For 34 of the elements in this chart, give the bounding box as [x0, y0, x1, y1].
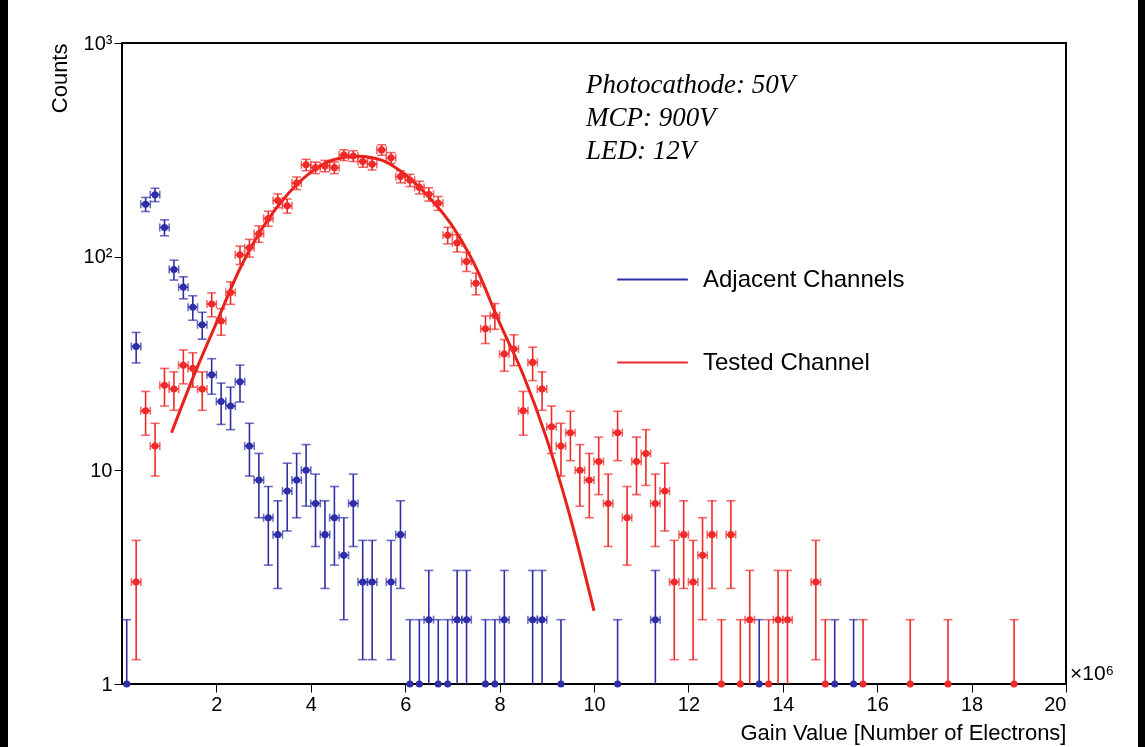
y-tick-label: 1: [101, 672, 113, 695]
point: [434, 680, 442, 688]
x-axis-title: Gain Value [Number of Electrons]: [740, 719, 1067, 745]
point: [481, 680, 489, 688]
x-tick-label: 2: [211, 692, 223, 715]
point: [755, 680, 763, 688]
point: [123, 680, 131, 688]
point: [614, 680, 622, 688]
point: [444, 680, 452, 688]
x-tick-label: 6: [400, 692, 412, 715]
x-tick-label: 4: [305, 692, 317, 715]
point: [491, 680, 499, 688]
legend-label: Adjacent Channels: [703, 264, 905, 292]
point: [406, 680, 414, 688]
text: ×10⁶: [1070, 661, 1115, 684]
point: [850, 680, 858, 688]
annotation: LED: 12V: [585, 135, 700, 165]
x-tick-label: 18: [960, 692, 984, 715]
x-tick-label: 14: [772, 692, 795, 715]
y-tick-label: 10: [90, 458, 113, 481]
x-tick-label: 10: [583, 692, 606, 715]
y-axis-title: Counts: [46, 43, 72, 114]
legend-label: Tested Channel: [703, 347, 870, 375]
y-tick-label: 10²: [83, 245, 113, 268]
x-tick-label: 16: [866, 692, 889, 715]
x-tick-label: 8: [494, 692, 506, 715]
point: [415, 680, 423, 688]
point: [831, 680, 839, 688]
annotation: MCP: 900V: [585, 102, 720, 132]
point: [557, 680, 565, 688]
x-tick-label: 20: [1044, 692, 1067, 715]
x-tick-label: 12: [677, 692, 701, 715]
y-tick-label: 10³: [83, 31, 113, 54]
annotation: Photocathode: 50V: [585, 69, 799, 99]
